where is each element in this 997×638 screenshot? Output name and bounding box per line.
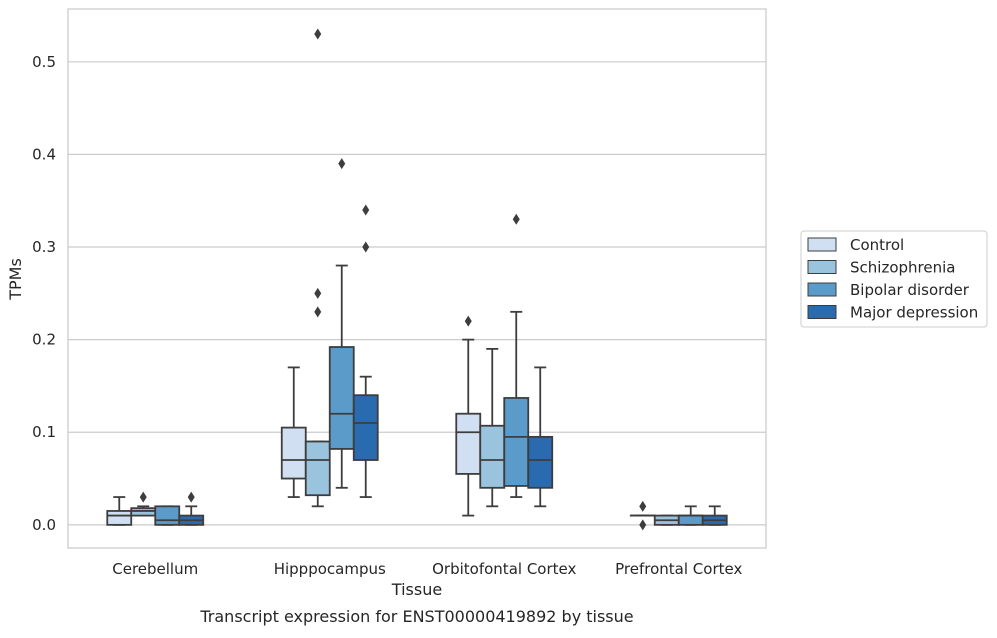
y-tick-label: 0.4 <box>32 145 56 163</box>
x-axis-ticks: Cerebellum Hipppocampus Orbitofontal Corte… <box>112 560 742 578</box>
box-iqr <box>528 437 552 488</box>
box-iqr <box>456 414 480 474</box>
box-iqr <box>107 511 131 525</box>
y-tick-label: 0.0 <box>32 516 56 534</box>
legend-label: Major depression <box>850 304 978 322</box>
y-tick-label: 0.2 <box>32 331 56 349</box>
legend-label: Schizophrenia <box>850 259 955 277</box>
legend-label: Control <box>850 236 904 254</box>
y-axis-label: TPMs <box>6 258 25 301</box>
y-tick-label: 0.1 <box>32 423 56 441</box>
legend-swatch <box>808 261 836 274</box>
y-tick-label: 0.3 <box>32 238 56 256</box>
box-group <box>155 506 179 525</box>
box-group <box>655 516 679 525</box>
legend: Control Schizophrenia Bipolar disorder Majo… <box>801 231 987 327</box>
box-iqr <box>155 506 179 525</box>
x-axis-label: Tissue <box>391 580 442 599</box>
legend-swatch <box>808 306 836 319</box>
x-tick-label: Prefrontal Cortex <box>615 560 742 578</box>
legend-label: Bipolar disorder <box>850 281 970 299</box>
x-tick-label: Hipppocampus <box>274 560 386 578</box>
box-iqr <box>480 426 504 488</box>
box-iqr <box>306 441 330 495</box>
x-tick-label: Cerebellum <box>112 560 198 578</box>
box-iqr <box>131 508 155 515</box>
box-iqr <box>330 347 354 449</box>
box-iqr <box>679 516 703 525</box>
box-iqr <box>504 398 528 486</box>
y-tick-label: 0.5 <box>32 53 56 71</box>
legend-swatch <box>808 238 836 251</box>
plot-area <box>68 9 766 548</box>
figure-caption: Transcript expression for ENST0000041989… <box>199 607 633 626</box>
x-tick-label: Orbitofontal Cortex <box>432 560 576 578</box>
legend-swatch <box>808 283 836 296</box>
box-iqr <box>354 395 378 460</box>
box-iqr <box>282 428 306 479</box>
y-axis-ticks: 0.0 0.1 0.2 0.3 0.4 0.5 <box>32 53 56 534</box>
